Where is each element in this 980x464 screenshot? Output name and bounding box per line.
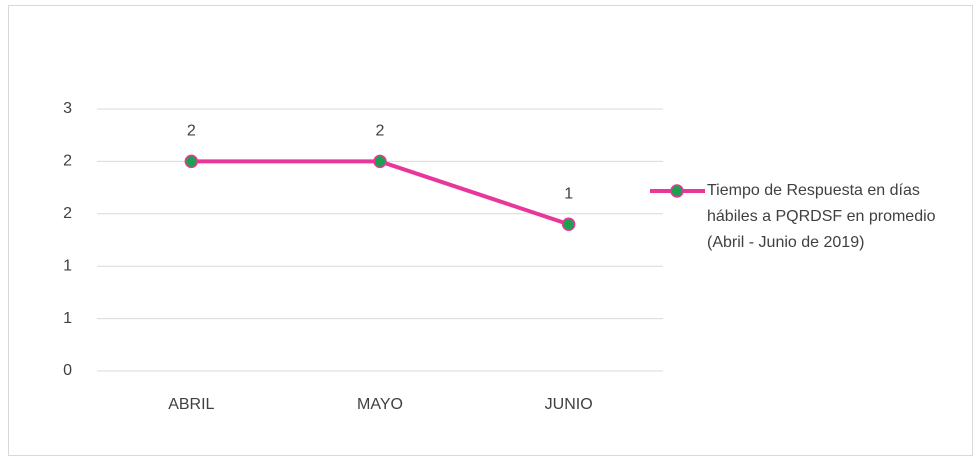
x-tick-label: MAYO	[357, 396, 403, 413]
y-tick-label: 2	[63, 153, 72, 170]
y-tick-label: 3	[63, 100, 72, 117]
data-label: 2	[376, 123, 385, 140]
y-tick-label: 0	[63, 362, 72, 379]
legend-marker	[670, 184, 684, 198]
x-tick-label: JUNIO	[545, 396, 593, 413]
y-tick-label: 1	[63, 310, 72, 327]
data-label: 1	[564, 185, 573, 202]
x-tick-label: ABRIL	[168, 396, 214, 413]
data-point	[561, 217, 576, 232]
legend-label: Tiempo de Respuesta en días hábiles a PQ…	[707, 182, 936, 251]
data-label: 2	[187, 123, 196, 140]
chart-border	[8, 5, 973, 456]
y-tick-label: 2	[63, 205, 72, 222]
data-point	[184, 154, 199, 169]
y-tick-label: 1	[63, 257, 72, 274]
data-point	[373, 154, 387, 169]
